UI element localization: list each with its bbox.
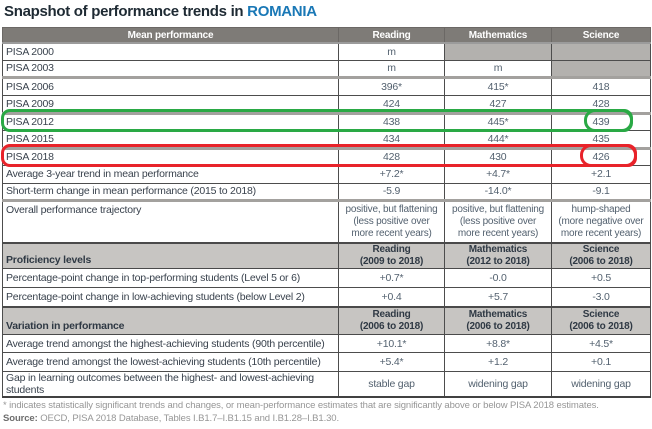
cell-science: widening gap	[551, 371, 651, 398]
cell-label: Average trend amongst the lowest-achievi…	[2, 352, 339, 372]
source-note: Source: OECD, PISA 2018 Database, Tables…	[3, 413, 649, 424]
cell-label: Average 3-year trend in mean performance	[2, 164, 339, 184]
section-header-proficiency-levels: Proficiency levels Reading (2009 to 2018…	[2, 242, 651, 269]
cell-reading: 434	[338, 129, 445, 149]
row-pisa-2000: PISA 2000 m	[2, 42, 651, 61]
row-overall-performance-trajectory: Overall performance trajectory positive,…	[2, 198, 651, 244]
cell-science: hump-shaped (more negative over more rec…	[551, 198, 651, 244]
cell-science: -3.0	[551, 287, 651, 307]
section-header-variation-in-performance: Variation in performance Reading (2006 t…	[2, 305, 651, 335]
cell-label: PISA 2000	[2, 42, 339, 61]
row-pisa-2018: PISA 2018 428 430 426	[2, 146, 651, 166]
cell-science: +4.5*	[551, 334, 651, 353]
cell-science: +0.5	[551, 268, 651, 288]
row-short-term-change: Short-term change in mean performance (2…	[2, 182, 651, 201]
cell-mathematics: -14.0*	[444, 182, 552, 201]
cell-mathematics: positive, but flattening (less positive …	[444, 198, 552, 244]
row-change-low-achieving: Percentage-point change in low-achieving…	[2, 287, 651, 307]
table-header-row: Mean performance Reading Mathematics Sci…	[2, 27, 651, 44]
cell-label: Overall performance trajectory	[2, 198, 339, 244]
row-average-3-year-trend: Average 3-year trend in mean performance…	[2, 164, 651, 184]
cell-mathematics: +5.7	[444, 287, 552, 307]
header-reading-period: Reading (2006 to 2018)	[338, 305, 445, 335]
cell-reading: m	[338, 59, 445, 78]
cell-reading: -5.9	[338, 182, 445, 201]
cell-science: 428	[551, 94, 651, 114]
cell-reading: m	[338, 42, 445, 61]
header-science: Science	[551, 27, 651, 44]
cell-science: 426	[551, 146, 651, 166]
cell-label: Short-term change in mean performance (2…	[2, 182, 339, 201]
cell-label: PISA 2006	[2, 75, 339, 96]
cell-reading: 438	[338, 111, 445, 131]
cell-label: Percentage-point change in top-performin…	[2, 268, 339, 288]
cell-reading: +0.4	[338, 287, 445, 307]
row-pisa-2012: PISA 2012 438 445* 439	[2, 111, 651, 131]
cell-label: PISA 2009	[2, 94, 339, 114]
cell-mathematics: 427	[444, 94, 552, 114]
header-mathematics-period: Mathematics (2012 to 2018)	[444, 242, 552, 269]
cell-science: 435	[551, 129, 651, 149]
row-trend-highest-achieving: Average trend amongst the highest-achiev…	[2, 334, 651, 353]
cell-label: Gap in learning outcomes between the hig…	[2, 371, 339, 398]
source-label: Source:	[3, 413, 38, 424]
cell-label: PISA 2003	[2, 59, 339, 78]
cell-reading: +0.7*	[338, 268, 445, 288]
significance-footnote: * indicates statistically significant tr…	[3, 400, 599, 411]
cell-mathematics: -0.0	[444, 268, 552, 288]
cell-mathematics: 430	[444, 146, 552, 166]
cell-science-missing	[551, 42, 651, 61]
performance-table: Mean performance Reading Mathematics Sci…	[2, 27, 651, 398]
section-title: Proficiency levels	[2, 242, 339, 269]
cell-label: Average trend amongst the highest-achiev…	[2, 334, 339, 353]
cell-mathematics: widening gap	[444, 371, 552, 398]
cell-reading: +10.1*	[338, 334, 445, 353]
cell-science-missing	[551, 59, 651, 78]
cell-label: PISA 2015	[2, 129, 339, 149]
header-reading: Reading	[338, 27, 445, 44]
cell-reading: 424	[338, 94, 445, 114]
cell-mathematics: 444*	[444, 129, 552, 149]
cell-science: +0.1	[551, 352, 651, 372]
page-title: Snapshot of performance trends in ROMANI…	[4, 3, 317, 20]
header-reading-period: Reading (2009 to 2018)	[338, 242, 445, 269]
header-mathematics: Mathematics	[444, 27, 552, 44]
row-trend-lowest-achieving: Average trend amongst the lowest-achievi…	[2, 352, 651, 372]
cell-reading: stable gap	[338, 371, 445, 398]
header-mathematics-period: Mathematics (2006 to 2018)	[444, 305, 552, 335]
cell-science: -9.1	[551, 182, 651, 201]
cell-mathematics: m	[444, 59, 552, 78]
cell-reading: +5.4*	[338, 352, 445, 372]
cell-mathematics: 445*	[444, 111, 552, 131]
row-pisa-2009: PISA 2009 424 427 428	[2, 94, 651, 114]
cell-mathematics: 415*	[444, 75, 552, 96]
section-title: Variation in performance	[2, 305, 339, 335]
source-text: OECD, PISA 2018 Database, Tables I.B1.7–…	[37, 413, 340, 424]
row-pisa-2003: PISA 2003 m m	[2, 59, 651, 78]
cell-science: 439	[551, 111, 651, 131]
title-country: ROMANIA	[247, 3, 317, 20]
cell-mathematics-missing	[444, 42, 552, 61]
row-pisa-2015: PISA 2015 434 444* 435	[2, 129, 651, 149]
cell-mathematics: +1.2	[444, 352, 552, 372]
cell-reading: +7.2*	[338, 164, 445, 184]
cell-science: 418	[551, 75, 651, 96]
cell-science: +2.1	[551, 164, 651, 184]
title-text: Snapshot of performance trends in	[4, 3, 248, 20]
cell-mathematics: +4.7*	[444, 164, 552, 184]
cell-label: PISA 2012	[2, 111, 339, 131]
row-gap-learning-outcomes: Gap in learning outcomes between the hig…	[2, 371, 651, 398]
cell-reading: 428	[338, 146, 445, 166]
cell-label: Percentage-point change in low-achieving…	[2, 287, 339, 307]
cell-reading: positive, but flattening (less positive …	[338, 198, 445, 244]
cell-reading: 396*	[338, 75, 445, 96]
cell-mathematics: +8.8*	[444, 334, 552, 353]
header-science-period: Science (2006 to 2018)	[551, 242, 651, 269]
row-pisa-2006: PISA 2006 396* 415* 418	[2, 75, 651, 96]
header-science-period: Science (2006 to 2018)	[551, 305, 651, 335]
cell-label: PISA 2018	[2, 146, 339, 166]
header-mean-performance: Mean performance	[2, 27, 339, 44]
row-change-top-performing: Percentage-point change in top-performin…	[2, 268, 651, 288]
